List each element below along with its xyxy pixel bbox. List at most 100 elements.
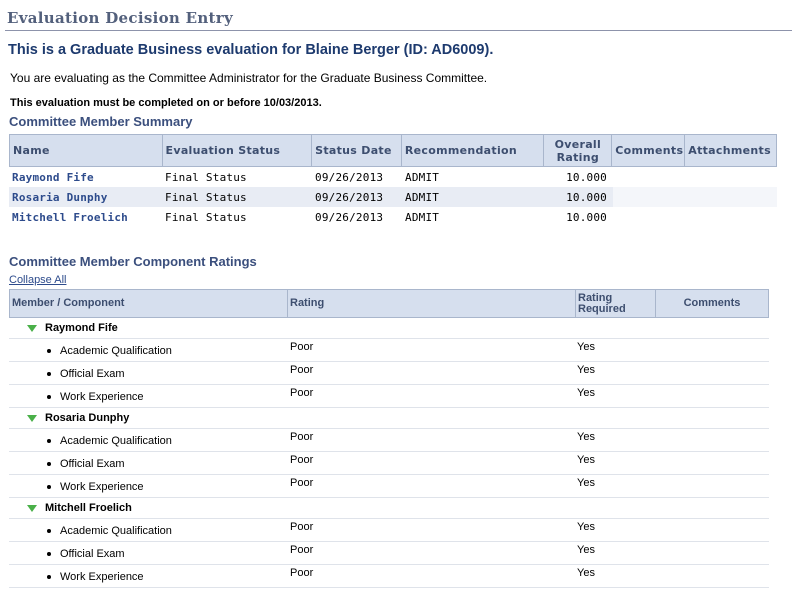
recommendation: ADMIT <box>405 210 440 224</box>
collapse-all-link[interactable]: Collapse All <box>9 274 67 286</box>
evaluation-subheading: This is a Graduate Business evaluation f… <box>8 42 494 58</box>
member-name-link[interactable]: Mitchell Froelich <box>12 210 128 224</box>
rating-required: Yes <box>577 341 595 353</box>
component-section-title: Committee Member Component Ratings <box>9 254 257 269</box>
col-header-name: Name <box>10 135 163 166</box>
overall-rating: 10.000 <box>566 170 607 184</box>
col-header-recommendation: Recommendation <box>402 135 545 166</box>
overall-rating-header-line2: Rating <box>556 150 600 164</box>
evaluator-intro-text: You are evaluating as the Committee Admi… <box>10 71 488 85</box>
overall-rating: 10.000 <box>566 190 607 204</box>
component-row: Official Exam Poor Yes <box>9 452 769 475</box>
status-date: 09/26/2013 <box>315 170 384 184</box>
component-header-row: Member / Component Rating Rating Required… <box>9 289 769 318</box>
col-header-member-component: Member / Component <box>10 290 288 317</box>
committee-summary-grid: Name Evaluation Status Status Date Recom… <box>9 134 777 227</box>
evaluation-status: Final Status <box>165 190 247 204</box>
summary-row: Raymond Fife Final Status 09/26/2013 ADMIT 1… <box>9 167 777 187</box>
deadline-text: This evaluation must be completed on or … <box>10 97 322 109</box>
member-group-name: Mitchell Froelich <box>45 502 132 514</box>
col-header-comments: Comments <box>612 135 686 166</box>
rating-required-header-line2: Required <box>578 302 626 315</box>
expand-triangle-icon[interactable] <box>27 504 37 512</box>
recommendation: ADMIT <box>405 170 440 184</box>
member-name-link[interactable]: Rosaria Dunphy <box>12 190 108 204</box>
component-label: Official Exam <box>60 368 125 380</box>
bullet-icon <box>47 529 51 533</box>
bullet-icon <box>47 372 51 376</box>
col-header-rating-required: Rating Required <box>576 290 656 317</box>
rating-required: Yes <box>577 544 595 556</box>
summary-row: Mitchell Froelich Final Status 09/26/2013 A… <box>9 207 777 227</box>
col-header-comments: Comments <box>683 297 741 309</box>
member-group-name: Raymond Fife <box>45 322 118 334</box>
col-header-overall-rating: Overall Rating <box>544 135 613 166</box>
summary-row: Rosaria Dunphy Final Status 09/26/2013 ADMI… <box>9 187 777 207</box>
comments-cell <box>613 207 686 227</box>
status-date: 09/26/2013 <box>315 190 384 204</box>
component-label: Work Experience <box>60 391 144 403</box>
col-header-status-date: Status Date <box>312 135 402 166</box>
comments-cell <box>613 167 686 187</box>
component-label: Academic Qualification <box>60 435 172 447</box>
component-label: Official Exam <box>60 458 125 470</box>
bullet-icon <box>47 552 51 556</box>
status-date: 09/26/2013 <box>315 210 384 224</box>
comments-cell <box>613 187 686 207</box>
member-group-row: Rosaria Dunphy <box>9 408 769 429</box>
member-group-row: Raymond Fife <box>9 318 769 339</box>
evaluation-status: Final Status <box>165 170 247 184</box>
component-label: Academic Qualification <box>60 345 172 357</box>
component-row: Work Experience Poor Yes <box>9 475 769 498</box>
component-rating: Poor <box>290 431 314 443</box>
component-row: Academic Qualification Poor Yes <box>9 429 769 452</box>
component-rating: Poor <box>290 544 314 556</box>
page-title: Evaluation Decision Entry <box>7 9 233 27</box>
rating-required: Yes <box>577 521 595 533</box>
component-rating: Poor <box>290 364 314 376</box>
rating-required: Yes <box>577 454 595 466</box>
component-rating: Poor <box>290 341 314 353</box>
rating-required: Yes <box>577 477 595 489</box>
bullet-icon <box>47 439 51 443</box>
member-group-row: Mitchell Froelich <box>9 498 769 519</box>
overall-rating-header-line1: Overall <box>554 137 602 151</box>
attachments-cell <box>686 167 777 187</box>
rating-required: Yes <box>577 387 595 399</box>
expand-triangle-icon[interactable] <box>27 324 37 332</box>
col-header-evaluation-status: Evaluation Status <box>163 135 313 166</box>
component-rating: Poor <box>290 477 314 489</box>
component-label: Official Exam <box>60 548 125 560</box>
title-divider <box>5 30 792 31</box>
overall-rating: 10.000 <box>566 210 607 224</box>
col-header-rating: Rating <box>288 290 576 317</box>
bullet-icon <box>47 485 51 489</box>
rating-required: Yes <box>577 364 595 376</box>
rating-required-header-line1: Rating <box>578 291 613 304</box>
component-rating: Poor <box>290 567 314 579</box>
recommendation: ADMIT <box>405 190 440 204</box>
rating-required: Yes <box>577 431 595 443</box>
attachments-cell <box>686 187 777 207</box>
component-row: Official Exam Poor Yes <box>9 362 769 385</box>
col-header-attachments: Attachments <box>688 144 771 157</box>
component-rating: Poor <box>290 521 314 533</box>
member-name-link[interactable]: Raymond Fife <box>12 170 94 184</box>
summary-section-title: Committee Member Summary <box>9 114 193 129</box>
component-row: Academic Qualification Poor Yes <box>9 339 769 362</box>
component-ratings-grid: Member / Component Rating Rating Required… <box>9 289 769 588</box>
component-label: Work Experience <box>60 571 144 583</box>
bullet-icon <box>47 349 51 353</box>
component-row: Work Experience Poor Yes <box>9 385 769 408</box>
component-row: Academic Qualification Poor Yes <box>9 519 769 542</box>
component-label: Academic Qualification <box>60 525 172 537</box>
component-rating: Poor <box>290 387 314 399</box>
expand-triangle-icon[interactable] <box>27 414 37 422</box>
bullet-icon <box>47 395 51 399</box>
attachments-cell <box>686 207 777 227</box>
member-group-name: Rosaria Dunphy <box>45 412 130 424</box>
summary-header-row: Name Evaluation Status Status Date Recom… <box>9 134 777 167</box>
bullet-icon <box>47 462 51 466</box>
component-row: Work Experience Poor Yes <box>9 565 769 588</box>
component-rating: Poor <box>290 454 314 466</box>
